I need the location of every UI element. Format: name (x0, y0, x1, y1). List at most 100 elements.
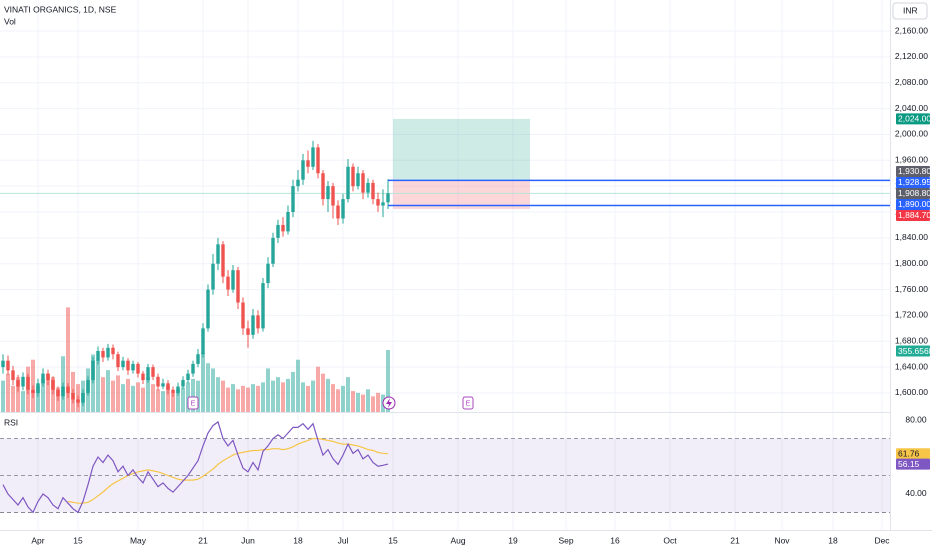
volume-bar (136, 382, 140, 412)
volume-bar (201, 352, 205, 412)
candle-body (216, 244, 220, 264)
candle-body (26, 376, 30, 390)
candle-body (56, 389, 60, 397)
volume-bar (41, 378, 45, 412)
stop-zone (393, 180, 530, 209)
candle-body (351, 166, 355, 187)
volume-bar (256, 385, 260, 412)
candle-body (251, 315, 255, 335)
volume-bar (231, 384, 235, 412)
volume-bar (191, 378, 195, 412)
price-badge-label: 355.656K (898, 346, 932, 356)
volume-bar (146, 377, 150, 412)
volume-bar (301, 382, 305, 412)
volume-bar (6, 373, 10, 412)
x-tick-label: 15 (388, 535, 398, 545)
volume-bar (366, 389, 370, 412)
x-tick-label: Oct (663, 535, 677, 545)
x-tick-label: Dec (874, 535, 890, 545)
candle-body (11, 370, 15, 381)
event-label: E (191, 400, 196, 407)
candle-body (276, 224, 280, 238)
currency: INR (903, 5, 918, 15)
volume-bar (21, 391, 25, 412)
volume-label: Vol (4, 16, 16, 26)
price-badge (896, 113, 930, 125)
x-tick-label: 21 (198, 535, 208, 545)
x-tick-label: Jun (241, 535, 255, 545)
candle-body (21, 376, 25, 387)
volume-bar (336, 389, 340, 412)
price-badge (896, 165, 930, 177)
volume-bar (1, 380, 5, 412)
price-badge (896, 448, 930, 460)
candle-body (171, 389, 175, 393)
x-tick-label: Aug (450, 535, 465, 545)
y-tick-label: 2,120.00 (895, 51, 928, 61)
volume-bar (36, 385, 40, 412)
x-tick-label: Nov (774, 535, 790, 545)
volume-bar (116, 375, 120, 412)
candle-body (191, 363, 195, 374)
candle-body (156, 376, 160, 387)
candle-body (301, 160, 305, 180)
volume-bar (271, 380, 275, 412)
volume-bar (121, 384, 125, 412)
currency-button[interactable] (892, 2, 928, 20)
candle-body (6, 360, 10, 371)
volume-bar (291, 371, 295, 412)
x-tick-label: Apr (31, 535, 44, 545)
price-badge (896, 187, 930, 199)
candle-body (61, 386, 65, 397)
volume-bar (11, 385, 15, 412)
candle-body (51, 380, 55, 390)
candle-body (366, 182, 370, 193)
volume-bar (346, 377, 350, 412)
candle-body (226, 276, 230, 290)
price-badge (896, 209, 930, 221)
volume-bar (286, 378, 290, 412)
candle-body (176, 386, 180, 393)
candle-body (316, 147, 320, 174)
candle-body (161, 383, 165, 387)
candle-body (201, 328, 205, 355)
candle-body (271, 237, 275, 264)
candle-body (261, 283, 265, 329)
price-badge-label: 2,024.00 (898, 114, 931, 124)
volume-bar (306, 385, 310, 412)
volume-bar (46, 373, 50, 412)
volume-bar (316, 366, 320, 412)
candle-body (211, 263, 215, 290)
candle-body (286, 212, 290, 232)
volume-bar (161, 391, 165, 412)
price-badge (896, 458, 930, 470)
candle-body (291, 186, 295, 213)
volume-bar (176, 389, 180, 412)
volume-bar (101, 377, 105, 412)
candle-body (111, 347, 115, 355)
candle-body (341, 199, 345, 219)
candle-body (86, 380, 90, 393)
volume-bar (331, 384, 335, 412)
dividend-icon (382, 396, 396, 410)
volume-bar (126, 378, 130, 412)
candle-body (346, 166, 350, 200)
candle-body (126, 360, 130, 371)
price-badge-label: 1,890.00 (898, 199, 931, 209)
y-tick-label: 1,720.00 (895, 310, 928, 320)
volume-bar (16, 377, 20, 412)
y-tick-label: 1,760.00 (895, 284, 928, 294)
volume-bar (66, 307, 70, 412)
volume-bar (181, 387, 185, 412)
target-zone (393, 118, 530, 181)
candle-body (141, 373, 145, 381)
price-badge-label: 1,928.95 (898, 177, 931, 187)
volume-bar (376, 392, 380, 412)
volume-bar (211, 368, 215, 412)
volume-bar (236, 389, 240, 412)
volume-bar (51, 377, 55, 412)
y-tick-label: 1,960.00 (895, 155, 928, 165)
volume-bar (326, 378, 330, 412)
x-tick-label: 16 (610, 535, 620, 545)
volume-bar (111, 380, 115, 412)
